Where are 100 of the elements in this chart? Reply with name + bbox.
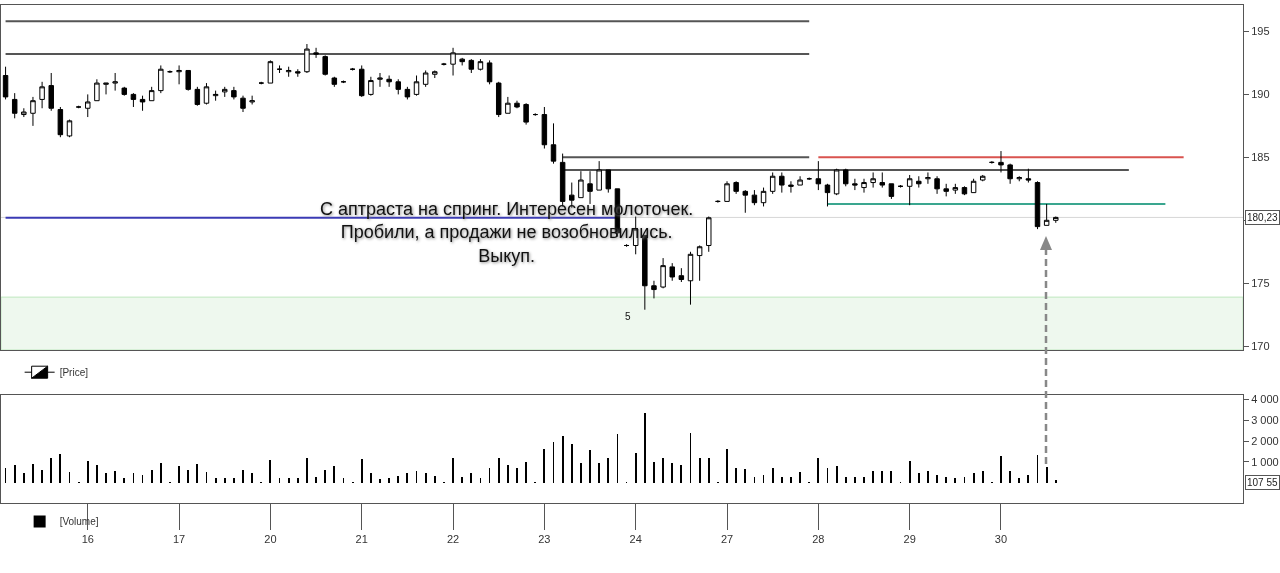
candlestick bbox=[1016, 175, 1022, 182]
candlestick bbox=[331, 76, 338, 88]
candlestick bbox=[1034, 180, 1041, 230]
candlestick bbox=[477, 58, 484, 71]
legend-label: [Price] bbox=[59, 367, 89, 379]
candlestick bbox=[103, 82, 109, 95]
x-tick-label: 22 bbox=[446, 533, 460, 546]
candlestick bbox=[486, 59, 493, 85]
candlestick bbox=[779, 171, 785, 194]
x-tick-label: 16 bbox=[81, 533, 94, 546]
candlestick bbox=[815, 160, 822, 191]
candlestick bbox=[121, 86, 128, 97]
candlestick bbox=[998, 150, 1004, 173]
candlestick bbox=[11, 92, 18, 119]
x-tick-label: 24 bbox=[629, 533, 642, 546]
candlestick bbox=[596, 160, 602, 191]
candlestick bbox=[30, 96, 36, 127]
candlestick bbox=[852, 178, 858, 191]
candlestick bbox=[158, 64, 164, 94]
candlestick bbox=[85, 93, 91, 118]
candlestick bbox=[413, 75, 420, 97]
candlestick bbox=[377, 72, 383, 88]
candlestick bbox=[751, 189, 758, 206]
candlestick bbox=[94, 78, 100, 102]
candlestick bbox=[541, 106, 548, 150]
y-tick-label: 170 bbox=[1251, 340, 1270, 353]
candlestick bbox=[788, 180, 794, 194]
candlestick bbox=[386, 75, 392, 88]
candlestick bbox=[295, 68, 301, 78]
candlestick bbox=[797, 175, 803, 186]
candlestick bbox=[48, 72, 54, 112]
candlestick bbox=[203, 82, 210, 105]
candlestick bbox=[952, 183, 959, 195]
candlestick bbox=[833, 168, 840, 196]
candlestick bbox=[1007, 163, 1013, 185]
y-tick-label: 4 000 bbox=[1251, 393, 1279, 406]
annotation: 5 bbox=[625, 311, 631, 322]
candlestick bbox=[267, 59, 274, 84]
candlestick bbox=[176, 64, 182, 85]
candlestick bbox=[843, 168, 849, 187]
x-tick-label: 21 bbox=[355, 533, 368, 546]
candlestick bbox=[514, 100, 520, 109]
y-tick-label: 2 000 bbox=[1251, 434, 1279, 447]
candlestick bbox=[925, 171, 931, 185]
candlestick bbox=[678, 267, 685, 283]
candlestick bbox=[706, 216, 712, 253]
x-tick-label: 30 bbox=[994, 533, 1008, 546]
y-tick-label: 190 bbox=[1251, 88, 1270, 101]
candlestick bbox=[313, 47, 319, 59]
candlestick bbox=[934, 175, 940, 195]
candlestick bbox=[276, 64, 283, 74]
candlestick bbox=[2, 66, 9, 100]
candlestick bbox=[194, 86, 201, 107]
candlestick bbox=[57, 106, 64, 138]
candlestick bbox=[285, 66, 292, 78]
candlestick bbox=[742, 189, 749, 214]
candlestick bbox=[961, 185, 968, 196]
candlestick bbox=[21, 107, 27, 118]
candlestick bbox=[450, 47, 456, 77]
candlestick bbox=[651, 280, 657, 299]
candlestick bbox=[879, 171, 886, 189]
candlestick bbox=[550, 122, 557, 165]
text: 107 55 bbox=[1247, 477, 1279, 488]
candlestick bbox=[139, 95, 146, 112]
candlestick bbox=[39, 81, 45, 109]
x-tick-label: 20 bbox=[264, 533, 277, 546]
candlestick bbox=[505, 96, 511, 114]
candlestick bbox=[687, 251, 694, 306]
y-tick-label: 185 bbox=[1251, 151, 1270, 164]
candlestick bbox=[523, 102, 529, 126]
candlestick bbox=[130, 92, 137, 108]
candlestick bbox=[669, 262, 675, 282]
candlestick bbox=[304, 43, 310, 74]
y-tick-label: 195 bbox=[1251, 25, 1270, 38]
candlestick bbox=[916, 175, 922, 189]
x-tick-label: 28 bbox=[812, 533, 825, 546]
candlestick bbox=[185, 69, 191, 92]
x-tick-label: 27 bbox=[720, 533, 734, 546]
candlestick bbox=[906, 174, 913, 206]
candlestick bbox=[696, 244, 703, 282]
candlestick bbox=[760, 187, 767, 207]
candlestick bbox=[605, 169, 612, 194]
candlestick bbox=[358, 64, 365, 98]
candlestick bbox=[66, 119, 73, 138]
x-tick-label: 17 bbox=[172, 533, 186, 546]
candlestick bbox=[1025, 168, 1032, 184]
candlestick bbox=[660, 257, 666, 289]
candlestick bbox=[249, 95, 255, 105]
candlestick bbox=[368, 76, 374, 97]
candlestick bbox=[148, 86, 155, 102]
candlestick bbox=[724, 180, 730, 202]
candlestick bbox=[395, 78, 401, 95]
ref-line-label: 180,23 bbox=[1247, 212, 1279, 223]
candlestick bbox=[824, 183, 831, 207]
candlestick bbox=[578, 170, 584, 199]
candlestick bbox=[733, 180, 739, 195]
candlestick bbox=[769, 171, 776, 195]
candlestick bbox=[943, 183, 949, 197]
x-tick-label: 29 bbox=[903, 533, 916, 546]
y-tick-label: 1 000 bbox=[1251, 455, 1279, 468]
